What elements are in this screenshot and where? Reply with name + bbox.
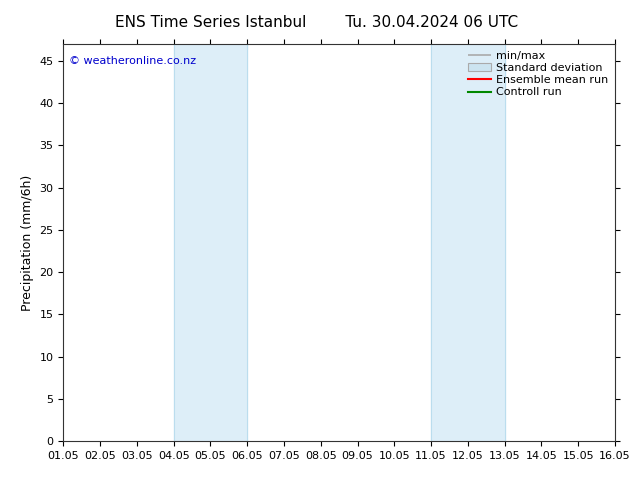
Legend: min/max, Standard deviation, Ensemble mean run, Controll run: min/max, Standard deviation, Ensemble me… bbox=[465, 48, 612, 101]
Y-axis label: Precipitation (mm/6h): Precipitation (mm/6h) bbox=[21, 174, 34, 311]
Bar bbox=[174, 44, 247, 441]
Text: © weatheronline.co.nz: © weatheronline.co.nz bbox=[69, 56, 196, 66]
Text: ENS Time Series Istanbul        Tu. 30.04.2024 06 UTC: ENS Time Series Istanbul Tu. 30.04.2024 … bbox=[115, 15, 519, 30]
Bar bbox=[431, 44, 505, 441]
